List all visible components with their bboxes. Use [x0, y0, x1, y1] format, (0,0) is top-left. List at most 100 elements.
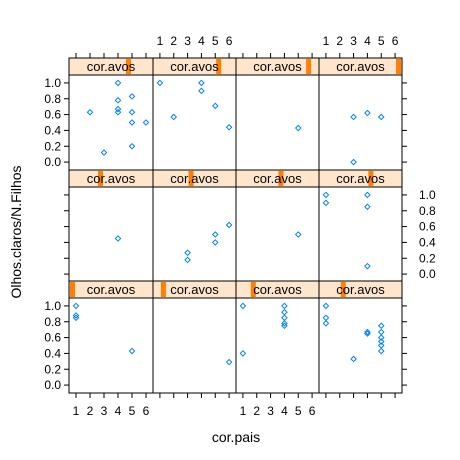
data-point [281, 314, 288, 322]
panel-body [68, 74, 154, 171]
panel-body [68, 297, 154, 394]
panel-body [318, 186, 403, 283]
panels-group: cor.avos cor.avos cor.avos cor.avos cor.avos… [68, 57, 403, 394]
panel-strip-border [318, 57, 403, 76]
data-point [114, 105, 122, 113]
strip-label: cor.avos [170, 171, 219, 186]
strip-level-indicator [368, 171, 374, 186]
strip-level-indicator [70, 282, 75, 297]
data-point [281, 322, 288, 330]
data-point [377, 322, 385, 330]
x-tick-label-bottom: 5 [295, 404, 302, 418]
panel-11: cor.avos [235, 280, 320, 394]
x-tick-label-bottom: 2 [253, 404, 260, 418]
data-point [322, 320, 330, 327]
strip-label: cor.avos [87, 282, 136, 297]
data-point [377, 347, 385, 355]
panel-strip-border [318, 280, 403, 299]
strip-label: cor.avos [336, 59, 385, 74]
y-tick-label-right: 0.0 [419, 267, 436, 281]
panel-7: cor.avos [235, 169, 320, 283]
panel-body [68, 186, 154, 283]
x-tick-label-top: 4 [364, 34, 371, 48]
data-point [364, 203, 371, 211]
panel-5: cor.avos [68, 169, 154, 283]
data-point [322, 191, 330, 199]
x-tick-label-top: 4 [198, 34, 205, 48]
y-tick-label-left: 0.0 [44, 378, 61, 392]
data-point [350, 158, 357, 166]
y-tick-label-left: 0.6 [44, 331, 61, 345]
data-point [114, 235, 122, 242]
y-tick-label-left: 0.2 [44, 362, 61, 376]
data-point [364, 109, 371, 117]
y-tick-label-right: 0.6 [419, 220, 436, 234]
y-tick-label-left: 0.0 [44, 155, 61, 169]
y-axis-label: Olhos.claros/N.Filhos [8, 165, 24, 298]
data-point [86, 108, 94, 116]
strip-level-indicator [126, 59, 131, 74]
y-tick-label-left: 0.6 [44, 108, 61, 122]
strip-label: cor.avos [336, 282, 385, 297]
panel-body [152, 186, 237, 283]
data-point [377, 338, 385, 345]
strip-label: cor.avos [170, 59, 219, 74]
data-point [128, 347, 136, 355]
data-point [72, 314, 80, 322]
strip-label: cor.avos [336, 171, 385, 186]
panel-4: cor.avos [318, 57, 403, 171]
y-tick-label-left: 0.4 [44, 346, 61, 360]
panel-body [318, 74, 403, 171]
data-point [294, 231, 302, 238]
data-point [128, 93, 136, 100]
data-point [156, 79, 164, 87]
strip-level-indicator [216, 59, 222, 74]
x-tick-label-bottom: 1 [73, 404, 80, 418]
panel-body [152, 74, 237, 171]
data-point [142, 119, 150, 126]
y-tick-label-right: 0.8 [419, 204, 436, 218]
x-tick-label-bottom: 6 [309, 404, 316, 418]
data-point [239, 350, 247, 357]
panel-6: cor.avos [152, 169, 237, 283]
x-tick-label-bottom: 5 [129, 404, 136, 418]
data-point [211, 239, 219, 246]
y-tick-label-left: 0.4 [44, 123, 61, 137]
data-point [377, 328, 385, 336]
data-point [322, 302, 330, 310]
strip-level-indicator [396, 59, 402, 74]
panel-body [235, 74, 320, 171]
data-point [281, 320, 288, 327]
data-point [350, 113, 357, 121]
data-point [350, 355, 357, 363]
data-point [364, 330, 371, 337]
x-tick-label-top: 5 [378, 34, 385, 48]
y-tick-label-right: 0.2 [419, 251, 436, 265]
data-point [72, 302, 80, 310]
data-point [377, 113, 385, 121]
y-tick-label-right: 1.0 [419, 188, 436, 202]
panel-10: cor.avos [152, 280, 237, 394]
x-tick-label-top: 3 [350, 34, 357, 48]
data-point [128, 119, 136, 126]
data-point [114, 108, 122, 116]
strip-label: cor.avos [87, 59, 136, 74]
panel-12: cor.avos [318, 280, 403, 394]
x-tick-label-bottom: 3 [101, 404, 108, 418]
data-point [294, 124, 302, 132]
data-point [211, 231, 219, 238]
strip-level-indicator [160, 282, 166, 297]
strip-label: cor.avos [87, 171, 136, 186]
panel-strip-border [318, 169, 403, 188]
data-point [364, 262, 371, 270]
data-point [198, 79, 205, 87]
y-tick-label-left: 0.2 [44, 139, 61, 153]
data-point [364, 328, 371, 336]
strip-label: cor.avos [253, 59, 302, 74]
x-axis-label: cor.pais [212, 429, 260, 445]
y-tick-label-left: 0.8 [44, 315, 61, 329]
data-point [100, 149, 108, 156]
data-point [128, 108, 136, 116]
data-point [128, 142, 136, 150]
